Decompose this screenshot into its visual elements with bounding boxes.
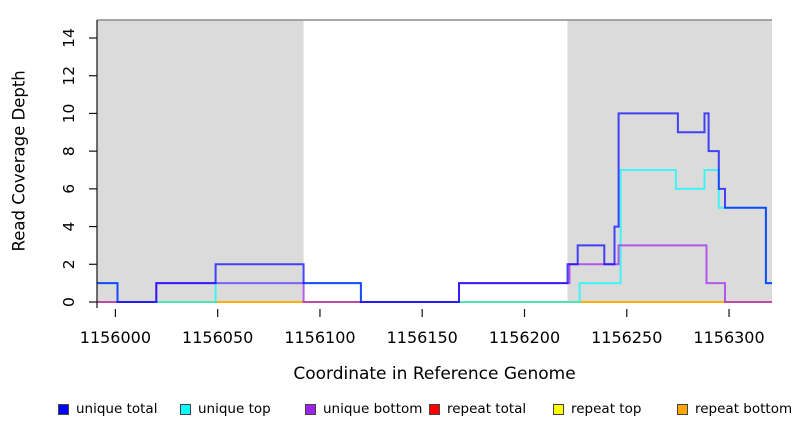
legend-swatch-unique-bottom xyxy=(305,403,316,415)
x-tick-label: 1156000 xyxy=(80,328,151,347)
y-tick-label: 14 xyxy=(60,28,78,48)
legend-swatch-unique-total xyxy=(58,403,69,415)
legend-swatch-repeat-bottom xyxy=(677,403,688,415)
x-tick-label: 1156300 xyxy=(693,328,764,347)
legend-label: repeat bottom xyxy=(695,401,792,417)
left-shaded-region xyxy=(97,20,304,302)
series-unique-bottom xyxy=(97,244,772,303)
coverage-chart-canvas: 0 2 4 6 8 10 12 14 1156000 1156050 1156100 1156150 1… xyxy=(60,19,772,347)
x-tick-label: 1156200 xyxy=(489,328,560,347)
legend-label: repeat total xyxy=(447,401,527,417)
x-axis-title: Coordinate in Reference Genome xyxy=(293,364,576,384)
y-tick-label: 12 xyxy=(60,66,78,86)
y-tick-label: 8 xyxy=(60,146,78,156)
x-tick-label: 1156050 xyxy=(182,328,253,347)
x-tick-label: 1156100 xyxy=(284,328,355,347)
legend-label: unique total xyxy=(76,401,158,417)
x-tick-label: 1156250 xyxy=(591,328,662,347)
legend-label: unique top xyxy=(198,401,271,417)
legend-item-repeat-top: repeat top xyxy=(553,401,641,417)
legend-swatch-repeat-total xyxy=(429,403,440,415)
series-unique-top xyxy=(97,169,772,303)
legend-label: repeat top xyxy=(571,401,642,417)
y-tick-label: 4 xyxy=(60,222,78,232)
legend-item-repeat-bottom: repeat bottom xyxy=(677,401,792,417)
y-axis-title: Read Coverage Depth xyxy=(9,70,29,252)
legend-item-repeat-total: repeat total xyxy=(429,401,526,417)
x-tick-label: 1156150 xyxy=(387,328,458,347)
y-tick-label: 6 xyxy=(60,184,78,194)
legend-item-unique-bottom: unique bottom xyxy=(305,401,422,417)
y-tick-label: 10 xyxy=(60,104,78,124)
legend-item-unique-total: unique total xyxy=(58,401,157,417)
y-tick-label: 2 xyxy=(60,259,78,269)
legend-label: unique bottom xyxy=(323,401,423,417)
legend-item-unique-top: unique top xyxy=(180,401,271,417)
y-tick-label: 0 xyxy=(60,297,78,307)
legend-swatch-repeat-top xyxy=(553,403,564,415)
right-shaded-region xyxy=(567,20,772,302)
legend-swatch-unique-top xyxy=(180,403,191,415)
series-unique-total xyxy=(97,112,772,303)
